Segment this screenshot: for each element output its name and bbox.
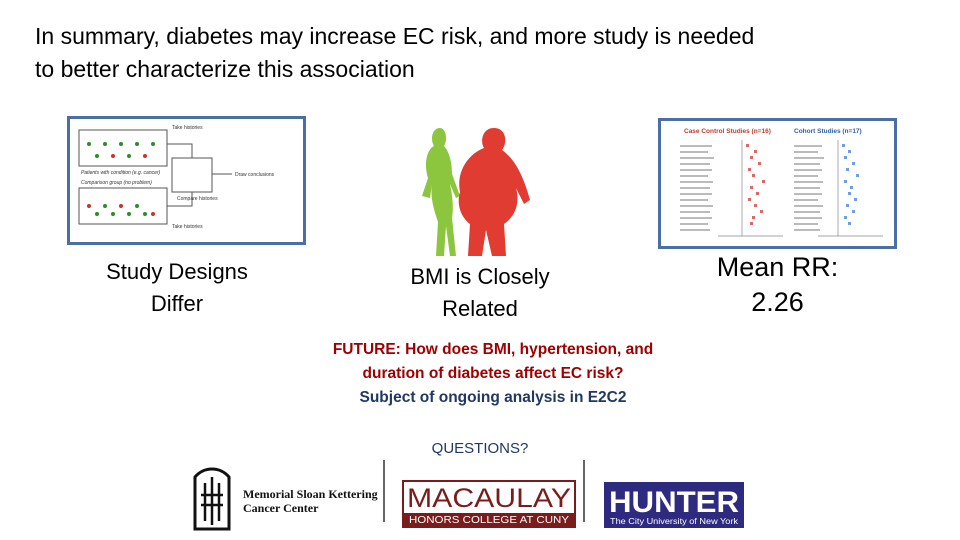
step-label: Draw conclusions xyxy=(235,172,275,178)
step-label: Compare histories xyxy=(177,196,218,202)
hunter-sub: The City University of New York xyxy=(610,517,739,526)
group-label: Patients with condition (e.g. cancer) xyxy=(81,170,161,176)
step-label: Take histories xyxy=(172,224,203,230)
hunter-name: HUNTER xyxy=(609,486,739,519)
panel-caption: Mean RR: 2.26 xyxy=(716,252,839,317)
macaulay-sub: HONORS COLLEGE AT CUNY xyxy=(409,515,569,526)
panel-caption: Study Designs Differ xyxy=(106,259,248,316)
plot-title: Case Control Studies (n=16) xyxy=(684,128,771,135)
study-design-figure: Patients with condition (e.g. cancer) Co… xyxy=(67,116,306,245)
msk-name: Memorial Sloan Kettering Cancer Center xyxy=(243,487,378,515)
group-label: Comparison group (no problem) xyxy=(81,180,152,186)
future-question: FUTURE: How does BMI, hypertension, and … xyxy=(332,341,654,382)
questions-prompt: QUESTIONS? xyxy=(431,440,529,457)
bmi-illustration xyxy=(422,128,530,256)
slide-title: In summary, diabetes may increase EC ris… xyxy=(35,23,755,82)
macaulay-logo: MACAULAY HONORS COLLEGE AT CUNY xyxy=(402,480,576,528)
future-note: Subject of ongoing analysis in E2C2 xyxy=(359,389,627,406)
macaulay-name: MACAULAY xyxy=(407,483,571,513)
step-label: Take histories xyxy=(172,125,203,131)
hunter-logo: HUNTER The City University of New York xyxy=(604,482,744,528)
panel-caption: BMI is Closely Related xyxy=(410,264,550,321)
forest-plot-figure: Case Control Studies (n=16) Cohort Studi… xyxy=(658,118,897,249)
logos: Memorial Sloan Kettering Cancer Center M… xyxy=(193,460,744,531)
plot-title: Cohort Studies (n=17) xyxy=(794,128,862,135)
msk-logo: Memorial Sloan Kettering Cancer Center xyxy=(193,467,378,531)
